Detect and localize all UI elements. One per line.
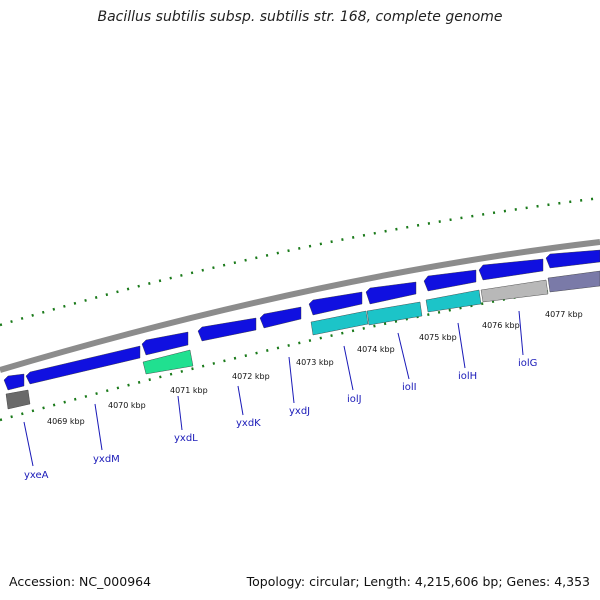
gene-yxdK-arrow[interactable]: [141, 331, 189, 356]
gene-extra1-arrow[interactable]: [478, 258, 544, 281]
gene-iolI[interactable]: [366, 301, 423, 326]
gene-edge[interactable]: [547, 270, 600, 293]
gene-features: [3, 249, 600, 410]
gene-iolG-arrow[interactable]: [423, 269, 477, 292]
gene-label-yxdL[interactable]: yxdL: [174, 433, 198, 444]
genome-summary-text: Topology: circular; Length: 4,215,606 bp…: [246, 574, 590, 589]
gene-yxdJ-arrow[interactable]: [197, 317, 257, 342]
label-connector-line: [237, 385, 244, 416]
kbp-label: 4075 kbp: [419, 333, 457, 342]
gene-label-yxdM[interactable]: yxdM: [93, 454, 120, 465]
label-connector-line: [397, 332, 410, 380]
kbp-label: 4071 kbp: [170, 386, 208, 395]
gene-label-yxeA[interactable]: yxeA: [24, 470, 49, 481]
gene-iolJ[interactable]: [310, 310, 369, 336]
kbp-label: 4069 kbp: [47, 417, 85, 426]
label-connector-line: [457, 322, 466, 369]
label-connector-line: [343, 345, 354, 391]
inner-tick-track: [0, 280, 600, 422]
gene-yxdL-arrow[interactable]: [25, 345, 141, 385]
kbp-labels: 4069 kbp 4070 kbp 4071 kbp 4072 kbp 4073…: [47, 310, 583, 426]
label-connector-line: [94, 403, 103, 451]
gene-iolJ-arrow[interactable]: [259, 306, 302, 329]
genome-backbone: [0, 239, 600, 373]
gene-iolI-arrow[interactable]: [308, 291, 363, 316]
label-connector-line: [177, 395, 183, 431]
gene-label-iolI[interactable]: iolI: [402, 382, 417, 393]
map-title: Bacillus subtilis subsp. subtilis str. 1…: [97, 9, 503, 25]
label-connector-line: [518, 310, 524, 356]
gene-iolG[interactable]: [480, 279, 549, 303]
gene-label-yxdK[interactable]: yxdK: [236, 418, 261, 429]
outer-tick-track: [0, 196, 600, 327]
gene-label-iolG[interactable]: iolG: [518, 358, 537, 369]
gene-yxdL[interactable]: [142, 349, 194, 375]
label-connectors: [23, 310, 524, 467]
gene-label-yxdJ[interactable]: yxdJ: [289, 406, 310, 417]
gene-label-iolH[interactable]: iolH: [458, 371, 477, 382]
gene-iolH-arrow[interactable]: [365, 281, 417, 305]
kbp-label: 4070 kbp: [108, 401, 146, 410]
gene-label-iolJ[interactable]: iolJ: [347, 394, 362, 405]
label-connector-line: [23, 421, 34, 467]
gene-labels: yxeA yxdM yxdL yxdK yxdJ iolJ iolI iolH …: [24, 358, 537, 481]
kbp-label: 4072 kbp: [232, 372, 270, 381]
gene-yxeA[interactable]: [5, 389, 31, 410]
label-connector-line: [288, 356, 295, 404]
kbp-label: 4073 kbp: [296, 358, 334, 367]
gene-iolH[interactable]: [425, 289, 482, 313]
kbp-label: 4076 kbp: [482, 321, 520, 330]
accession-text: Accession: NC_000964: [9, 574, 152, 589]
kbp-label: 4074 kbp: [357, 345, 395, 354]
kbp-label: 4077 kbp: [545, 310, 583, 319]
gene-yxdM[interactable]: [3, 373, 25, 391]
gene-extra2-arrow[interactable]: [545, 249, 600, 269]
